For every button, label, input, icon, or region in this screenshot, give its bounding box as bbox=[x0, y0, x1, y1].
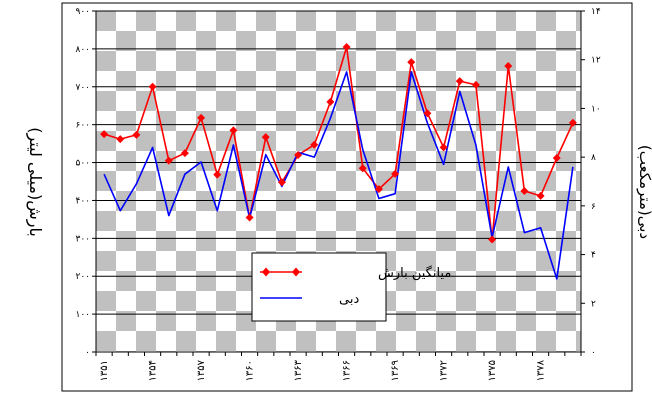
rain-data-point bbox=[374, 185, 383, 194]
x-axis-tick-label: ۱۳۵۱ bbox=[99, 360, 110, 381]
left-axis-tick-label: ۸۰۰ bbox=[75, 45, 90, 55]
right-axis-tick-label: ۲ bbox=[591, 299, 596, 309]
x-axis-tick-label: ۱۳۶۹ bbox=[390, 360, 401, 381]
x-axis-tick-label: ۱۳۶۳ bbox=[293, 359, 304, 381]
rain-data-point bbox=[552, 154, 561, 163]
rain-data-point bbox=[391, 169, 400, 178]
right-axis-tick-label: ۰ bbox=[591, 348, 596, 358]
left-axis-tick-label: ۱۰۰ bbox=[75, 310, 90, 320]
rain-data-point bbox=[310, 140, 319, 149]
legend-rain-label: میانگین بارش bbox=[378, 265, 451, 281]
rain-data-point bbox=[277, 178, 286, 187]
rain-data-point bbox=[164, 156, 173, 165]
rain-data-point bbox=[358, 164, 367, 173]
left-axis-tick-label: ۷۰۰ bbox=[75, 83, 90, 93]
rain-data-point bbox=[439, 143, 448, 152]
right-axis-title: دبی(مترمکعب) bbox=[636, 145, 652, 239]
legend-box bbox=[251, 252, 387, 322]
rain-data-point bbox=[455, 77, 464, 86]
rain-data-point bbox=[520, 186, 529, 195]
x-axis-tick-label: ۱۳۷۸ bbox=[536, 359, 547, 381]
rain-data-point bbox=[116, 135, 125, 144]
rain-data-point bbox=[245, 213, 254, 222]
right-axis-tick-label: ۱۴ bbox=[591, 7, 601, 17]
left-axis-tick-label: ۲۰۰ bbox=[75, 272, 90, 282]
flow-series-line bbox=[103, 71, 574, 280]
rain-data-point bbox=[407, 58, 416, 67]
rain-data-point bbox=[342, 42, 351, 51]
rain-data-point bbox=[229, 126, 238, 135]
left-axis-tick-label: ۶۰۰ bbox=[75, 121, 90, 131]
x-axis-tick-label: ۱۳۷۵ bbox=[487, 360, 498, 381]
x-axis-tick-label: ۱۳۶۰ bbox=[245, 360, 256, 381]
right-axis-tick-label: ۴ bbox=[591, 251, 596, 261]
rain-data-point bbox=[294, 150, 303, 159]
rain-data-point bbox=[568, 118, 577, 127]
legend-flow-label: دبی bbox=[339, 292, 359, 307]
rain-data-point bbox=[197, 113, 206, 122]
rain-data-point bbox=[326, 97, 335, 106]
rain-data-point bbox=[471, 80, 480, 89]
x-axis-tick-label: ۱۳۵۴ bbox=[148, 360, 159, 381]
left-axis-tick-label: ۰ bbox=[85, 348, 90, 358]
legend-rain-marker bbox=[262, 267, 300, 277]
rain-data-point bbox=[423, 109, 432, 118]
left-axis-tick-label: ۴۰۰ bbox=[75, 196, 90, 206]
left-axis-tick-label: ۳۰۰ bbox=[75, 234, 90, 244]
rain-data-point bbox=[504, 61, 513, 70]
left-axis-tick-label: ۹۰۰ bbox=[75, 7, 90, 17]
rain-data-point bbox=[100, 130, 109, 139]
legend: میانگین بارش دبی bbox=[251, 252, 451, 322]
right-axis-tick-label: ۸ bbox=[591, 153, 596, 163]
right-axis-tick-label: ۱۰ bbox=[591, 104, 601, 114]
right-axis-tick-label: ۱۲ bbox=[591, 56, 601, 66]
rain-data-point bbox=[148, 82, 157, 91]
x-axis-tick-label: ۱۳۵۷ bbox=[196, 359, 207, 381]
rain-data-point bbox=[261, 133, 270, 142]
x-axis-tick-label: ۱۳۶۶ bbox=[342, 360, 353, 381]
rain-data-point bbox=[536, 191, 545, 200]
rain-data-point bbox=[180, 149, 189, 158]
right-axis-tick-label: ۶ bbox=[591, 202, 596, 212]
left-axis-title: بارش(میلی لیتر) bbox=[25, 127, 45, 237]
rain-data-point bbox=[488, 235, 497, 244]
x-axis-tick-label: ۱۳۷۲ bbox=[439, 360, 450, 381]
rain-data-point bbox=[213, 170, 222, 179]
rain-data-point bbox=[132, 130, 141, 139]
left-axis-tick-label: ۵۰۰ bbox=[75, 159, 90, 169]
